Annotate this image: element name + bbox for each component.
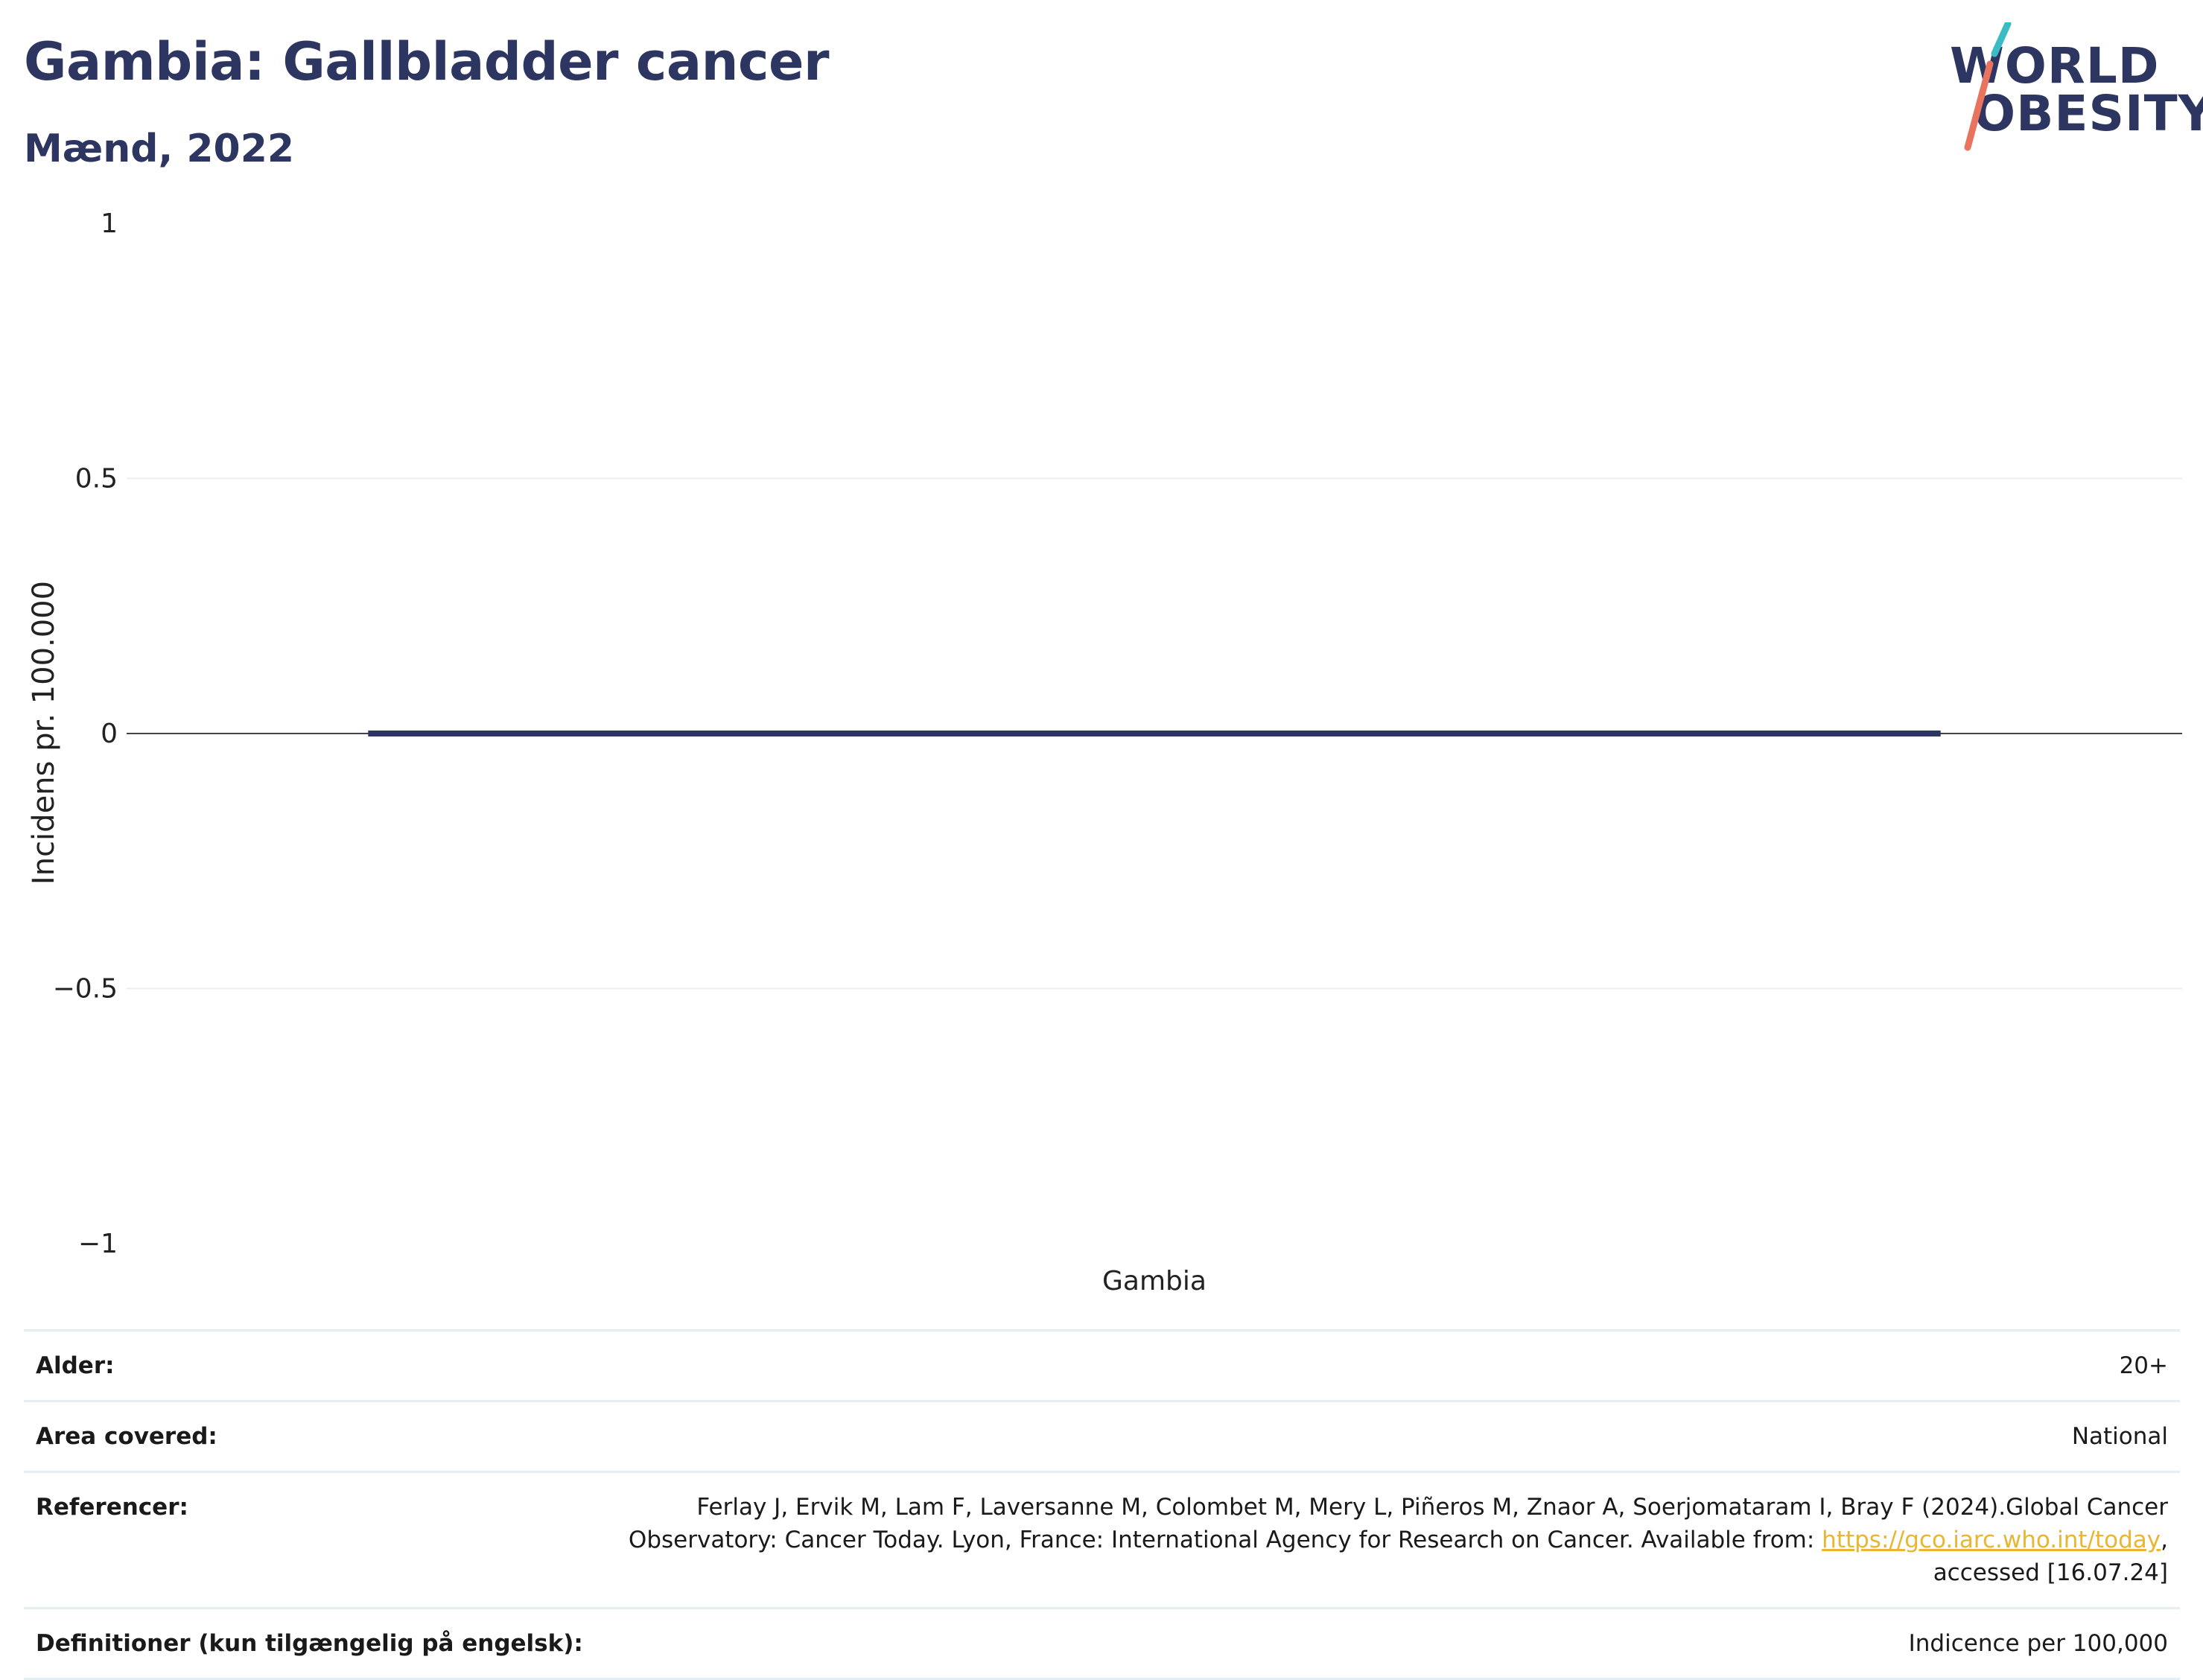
- y-tick-label: 0.5: [75, 464, 118, 494]
- x-tick-label: Gambia: [1102, 1266, 1207, 1296]
- info-row-definitions: Definitioner (kun tilgængelig på engelsk…: [24, 1608, 2180, 1679]
- logo-slash-icon: [1964, 22, 2012, 151]
- bar-chart: 1 0.5 0 −0.5 −1 Gambia Incidens pr. 100.000: [27, 209, 2182, 1296]
- y-tick-label: 1: [101, 209, 118, 239]
- reference-accessed: , accessed [16.07.24]: [1933, 1527, 2168, 1586]
- info-key: Alder:: [36, 1352, 115, 1379]
- y-tick-label: 0: [101, 719, 118, 749]
- world-obesity-logo: WORLD OBESITY: [1936, 22, 2203, 156]
- info-value: 20+: [2119, 1352, 2168, 1379]
- x-axis-ticks: Gambia: [1102, 1266, 1207, 1296]
- info-key: Referencer:: [36, 1494, 188, 1521]
- reference-link[interactable]: https://gco.iarc.who.int/today: [1822, 1527, 2161, 1553]
- info-value: National: [2071, 1423, 2168, 1450]
- reference-text: Ferlay J, Ervik M, Lam F, Laversanne M, …: [628, 1494, 2168, 1553]
- info-value: Ferlay J, Ervik M, Lam F, Laversanne M, …: [614, 1472, 2180, 1609]
- info-value: Indicence per 100,000: [1908, 1630, 2168, 1657]
- info-row-area: Area covered: National: [24, 1401, 2180, 1472]
- info-row-references: Referencer: Ferlay J, Ervik M, Lam F, La…: [24, 1471, 2180, 1609]
- y-axis-ticks: 1 0.5 0 −0.5 −1: [53, 209, 118, 1259]
- chart-title: Gambia: Gallbladder cancer: [24, 31, 830, 92]
- info-row-age: Alder: 20+: [24, 1330, 2180, 1401]
- bars: [368, 731, 1941, 736]
- y-tick-label: −0.5: [53, 974, 118, 1005]
- y-tick-label: −1: [78, 1229, 118, 1259]
- y-axis-label: Incidens pr. 100.000: [27, 581, 61, 885]
- bar: [368, 731, 1941, 736]
- info-key: Area covered:: [36, 1423, 217, 1450]
- chart-subtitle: Mænd, 2022: [24, 127, 295, 171]
- logo-word-2: OBESITY: [1974, 85, 2203, 142]
- info-key: Definitioner (kun tilgængelig på engelsk…: [36, 1630, 583, 1657]
- info-table: Alder: 20+ Area covered: National Refere…: [24, 1329, 2180, 1680]
